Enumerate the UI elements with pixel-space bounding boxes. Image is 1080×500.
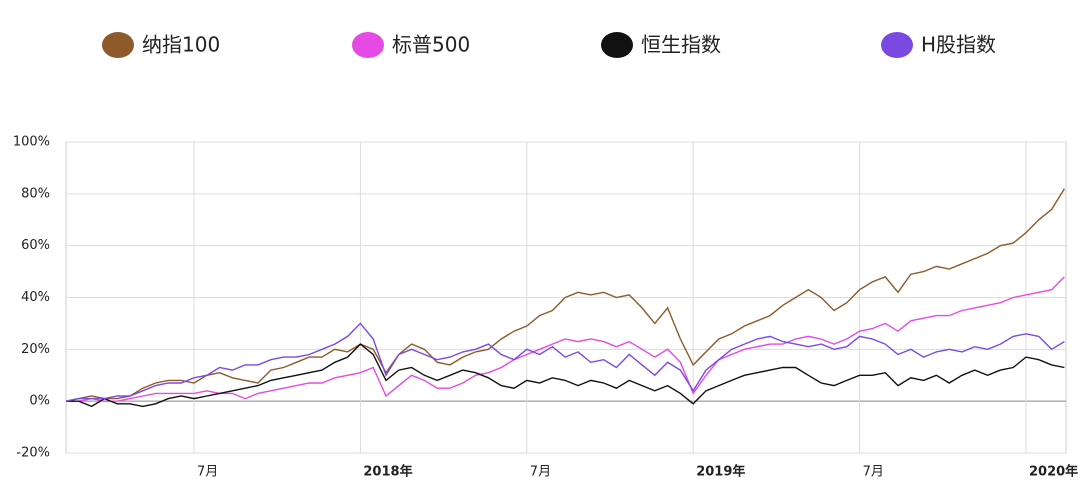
legend-swatch — [881, 32, 913, 58]
series-line — [65, 322, 1065, 402]
legend-item: 标普500 — [352, 32, 470, 58]
series-line — [66, 276, 1065, 402]
y-tick-label: 40% — [21, 290, 50, 305]
y-tick-label: 100% — [13, 135, 50, 150]
series-line — [66, 343, 1065, 408]
series-line — [65, 188, 1065, 402]
x-tick-label: 7月 — [197, 465, 218, 480]
x-tick-label: 2020年 — [1029, 464, 1078, 480]
y-tick-label: -20% — [16, 446, 50, 461]
legend-swatch — [601, 32, 633, 58]
legend-label: 纳指100 — [142, 33, 220, 57]
legend-item: 恒生指数 — [601, 32, 721, 58]
legend-swatch — [102, 32, 134, 58]
legend-item: 纳指100 — [102, 32, 220, 58]
legend-label: 恒生指数 — [641, 33, 721, 57]
x-tick-label: 2019年 — [696, 464, 745, 480]
legend-label: H股指数 — [921, 33, 996, 57]
x-tick-label: 7月 — [530, 465, 551, 480]
legend-swatch — [352, 32, 384, 58]
y-tick-label: 0% — [29, 394, 50, 409]
legend-item: H股指数 — [881, 32, 996, 58]
legend-label: 标普500 — [392, 33, 470, 57]
y-tick-label: 80% — [21, 186, 50, 201]
x-tick-label: 2018年 — [363, 464, 412, 480]
y-tick-label: 60% — [21, 238, 50, 253]
y-tick-label: 20% — [21, 342, 50, 357]
x-tick-label: 7月 — [863, 465, 884, 480]
